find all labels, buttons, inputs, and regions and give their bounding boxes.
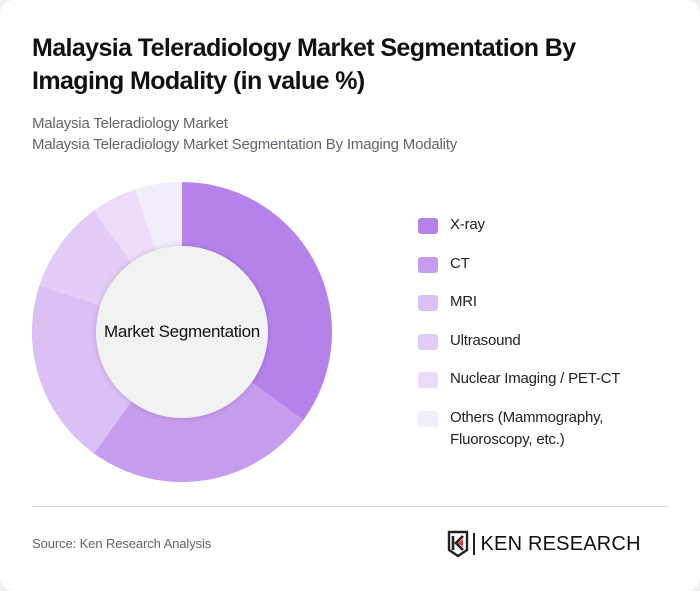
legend-item-mri[interactable]: MRI bbox=[418, 291, 678, 330]
subtitle: Malaysia Teleradiology Market Malaysia T… bbox=[32, 113, 672, 155]
ken-shield-icon bbox=[447, 530, 469, 558]
subtitle-market: Malaysia Teleradiology Market bbox=[32, 115, 228, 132]
donut-hole bbox=[96, 246, 268, 418]
legend-swatch bbox=[418, 410, 438, 427]
legend-label: MRI bbox=[450, 293, 477, 310]
legend-item-ultrasound[interactable]: Ultrasound bbox=[418, 330, 678, 369]
ken-research-logo: KEN RESEARCH bbox=[447, 530, 641, 558]
legend-swatch bbox=[418, 218, 438, 234]
legend-label: CT bbox=[450, 254, 470, 272]
source-note: Source: Ken Research Analysis bbox=[32, 536, 212, 551]
legend-label: Others (Mammography, Fluoroscopy, etc.) bbox=[450, 408, 604, 448]
legend-swatch bbox=[418, 372, 438, 388]
logo-text: KEN RESEARCH bbox=[480, 532, 641, 555]
donut-svg bbox=[32, 182, 332, 482]
legend: X-ray CT MRI Ultrasound Nuclear Imaging … bbox=[418, 214, 678, 448]
footer-divider bbox=[32, 506, 668, 507]
legend-item-nuclear[interactable]: Nuclear Imaging / PET-CT bbox=[418, 368, 678, 407]
logo-divider bbox=[473, 533, 475, 555]
center-label: Market Segmentation bbox=[104, 322, 260, 341]
legend-item-others[interactable]: Others (Mammography, Fluoroscopy, etc.) bbox=[418, 407, 678, 448]
legend-label: Ultrasound bbox=[450, 331, 521, 349]
subtitle-segmentation: Malaysia Teleradiology Market Segmentati… bbox=[32, 136, 458, 153]
legend-label: Nuclear Imaging / PET-CT bbox=[450, 370, 621, 387]
legend-swatch bbox=[418, 295, 438, 311]
donut-chart: Market Segmentation bbox=[32, 182, 332, 482]
legend-label: X-ray bbox=[450, 216, 485, 233]
page-title: Malaysia Teleradiology Market Segmentati… bbox=[32, 34, 576, 95]
legend-swatch bbox=[418, 256, 438, 273]
legend-item-xray[interactable]: X-ray bbox=[418, 214, 678, 253]
legend-item-ct[interactable]: CT bbox=[418, 253, 678, 292]
legend-swatch bbox=[418, 333, 438, 350]
